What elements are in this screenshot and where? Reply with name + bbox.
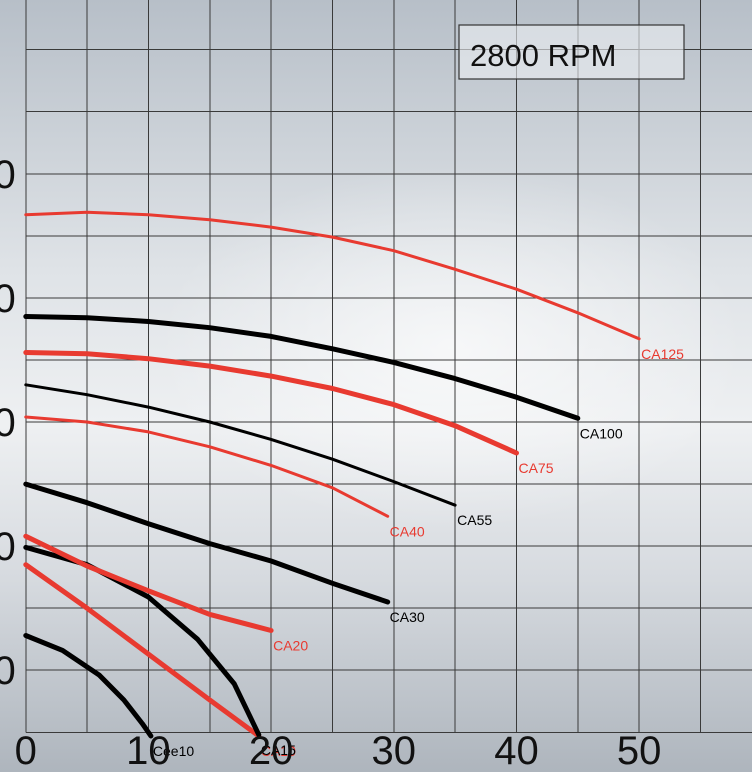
series-line-ca15 <box>23 544 262 738</box>
x-tick-label: 10 <box>126 729 171 772</box>
series-label-ca20: CA20 <box>273 638 308 654</box>
series-label-ca55: CA55 <box>457 512 492 528</box>
series-label-ca15: CA15 <box>261 742 296 758</box>
x-tick-label: 30 <box>372 729 417 772</box>
series-line-ca75 <box>23 350 519 456</box>
series-line-ca30 <box>23 481 391 605</box>
series-line-cee10 <box>23 633 154 739</box>
y-axis-ticks: 10 20 30 40 50 <box>0 153 16 693</box>
rpm-annotation-text: 2800 RPM <box>470 38 616 73</box>
x-axis-ticks: 0 10 20 30 40 50 <box>15 729 662 772</box>
series-line-ca20 <box>23 533 274 633</box>
series-label-ca10: CA10 <box>261 743 296 759</box>
series-line-ca10 <box>23 562 262 739</box>
series-line-ca100 <box>23 314 581 421</box>
x-tick-label: 0 <box>15 729 37 772</box>
series-label-ca75: CA75 <box>518 460 553 476</box>
x-tick-label: 50 <box>617 729 662 772</box>
series-label-ca30: CA30 <box>390 609 425 625</box>
series-label-ca125: CA125 <box>641 346 684 362</box>
x-tick-label: 20 <box>249 729 294 772</box>
series-label-ca40: CA40 <box>390 523 425 539</box>
y-tick-label: 50 <box>0 153 16 197</box>
rpm-annotation-box <box>458 24 685 80</box>
rpm-annotation: 2800 RPM <box>458 24 685 80</box>
y-tick-label: 10 <box>0 649 16 693</box>
series-line-ca125 <box>24 210 641 341</box>
series-label-cee10: Cee10 <box>153 743 194 759</box>
series-label-ca100: CA100 <box>580 425 623 441</box>
series-lines <box>23 210 641 739</box>
series-line-ca55 <box>24 383 457 507</box>
y-tick-label: 40 <box>0 277 16 321</box>
y-tick-label: 30 <box>0 401 16 445</box>
grid <box>25 0 752 733</box>
x-tick-label: 40 <box>494 729 539 772</box>
y-tick-label: 20 <box>0 525 16 569</box>
series-line-ca40 <box>24 415 390 518</box>
